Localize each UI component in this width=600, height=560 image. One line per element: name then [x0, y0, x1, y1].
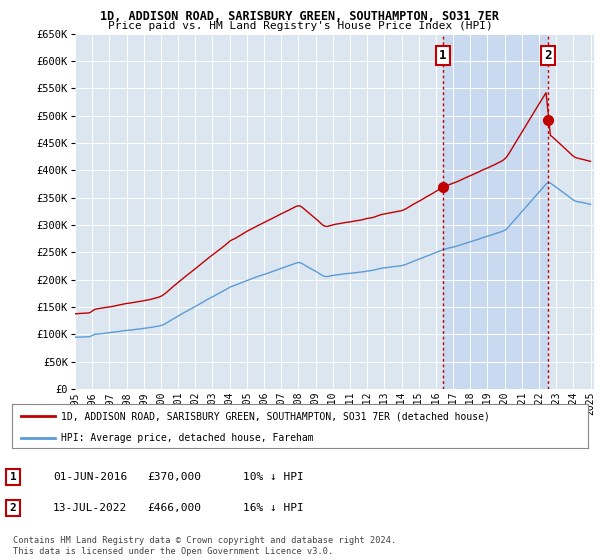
Bar: [443, 34, 548, 389]
Text: 16% ↓ HPI: 16% ↓ HPI: [243, 503, 304, 513]
Text: 1: 1: [10, 472, 17, 482]
Text: £370,000: £370,000: [147, 472, 201, 482]
Text: HPI: Average price, detached house, Fareham: HPI: Average price, detached house, Fare…: [61, 433, 314, 444]
Text: 1D, ADDISON ROAD, SARISBURY GREEN, SOUTHAMPTON, SO31 7ER: 1D, ADDISON ROAD, SARISBURY GREEN, SOUTH…: [101, 10, 499, 23]
Text: 1D, ADDISON ROAD, SARISBURY GREEN, SOUTHAMPTON, SO31 7ER (detached house): 1D, ADDISON ROAD, SARISBURY GREEN, SOUTH…: [61, 411, 490, 421]
Text: 13-JUL-2022: 13-JUL-2022: [53, 503, 127, 513]
Text: 2: 2: [545, 49, 552, 62]
Text: 1: 1: [439, 49, 447, 62]
Text: Price paid vs. HM Land Registry's House Price Index (HPI): Price paid vs. HM Land Registry's House …: [107, 21, 493, 31]
Text: £466,000: £466,000: [147, 503, 201, 513]
Text: Contains HM Land Registry data © Crown copyright and database right 2024.
This d: Contains HM Land Registry data © Crown c…: [13, 536, 397, 556]
Text: 10% ↓ HPI: 10% ↓ HPI: [243, 472, 304, 482]
Text: 01-JUN-2016: 01-JUN-2016: [53, 472, 127, 482]
Text: 2: 2: [10, 503, 17, 513]
